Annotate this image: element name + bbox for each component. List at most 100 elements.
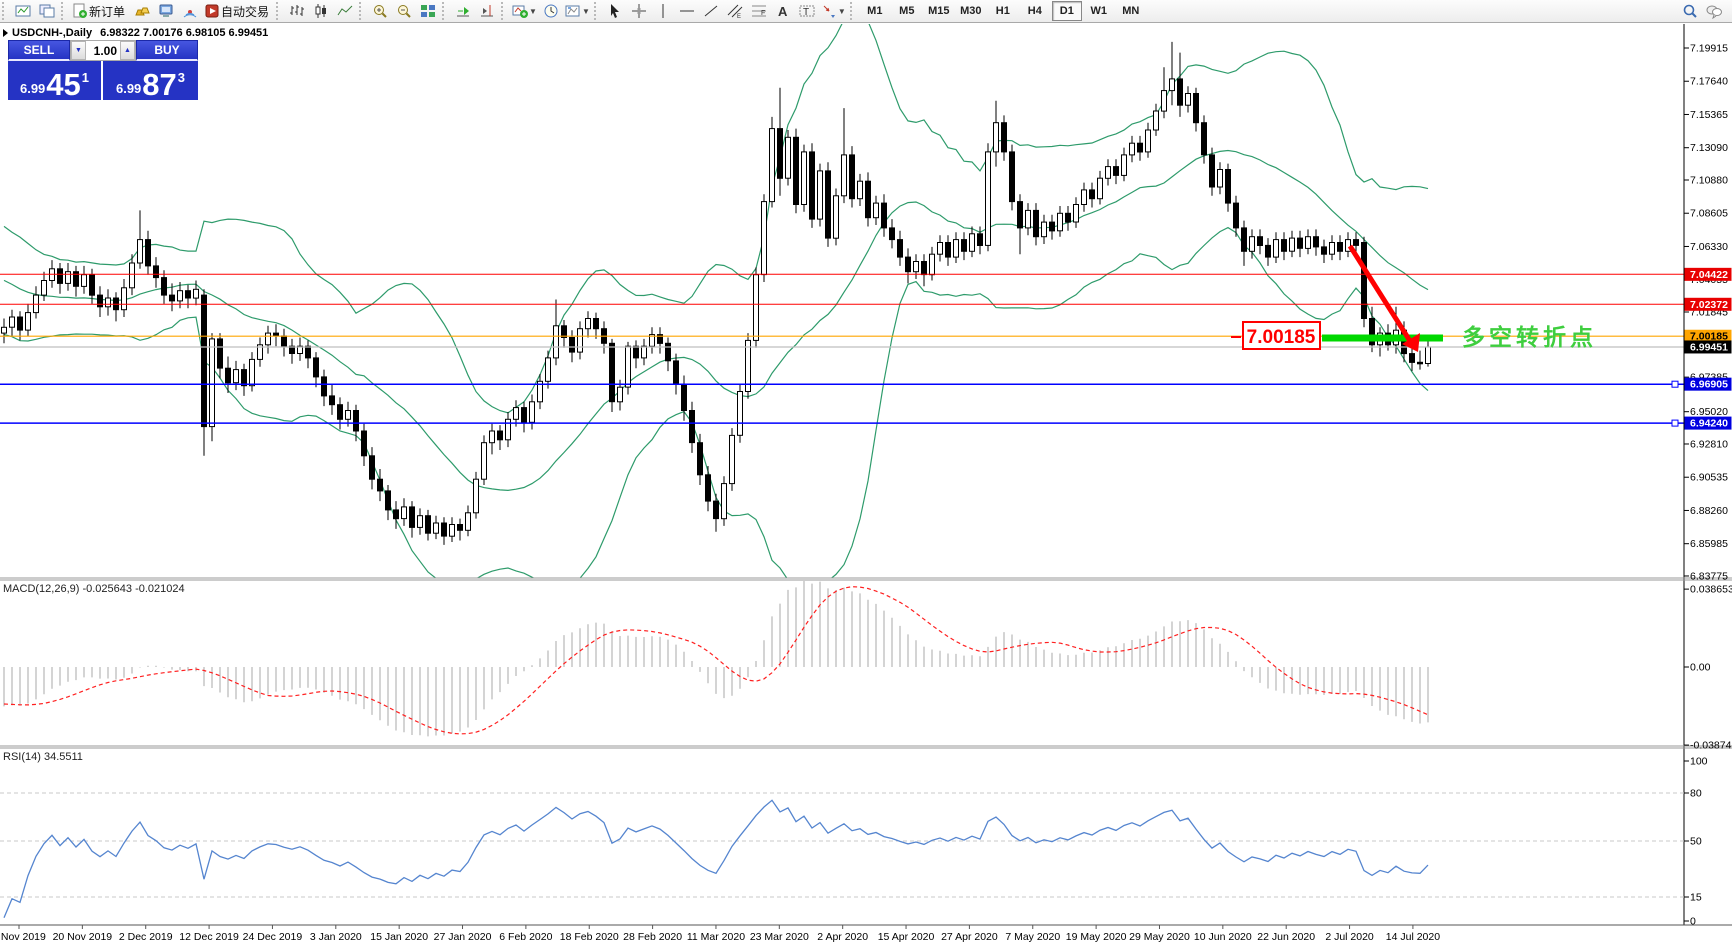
turning-point-note: 多空转折点	[1462, 324, 1597, 350]
periods-icon[interactable]	[539, 0, 563, 22]
candles-chart-icon[interactable]	[309, 0, 333, 22]
timeframe-h4-button[interactable]: H4	[1027, 5, 1042, 17]
trendline-icon[interactable]	[699, 0, 723, 22]
date-label: 19 May 2020	[1066, 931, 1127, 943]
date-label: 18 Feb 2020	[560, 931, 619, 943]
price-callout-box[interactable]	[1242, 321, 1321, 350]
zoom-out-icon[interactable]	[392, 0, 416, 22]
buy-button[interactable]: BUY	[136, 40, 198, 61]
signals-icon[interactable]	[178, 0, 202, 22]
analyst-annotations: 7.00185 多空转折点	[1231, 244, 1597, 352]
hline-handle[interactable]	[1671, 380, 1679, 388]
timeframe-m15-button[interactable]: M15	[928, 5, 950, 17]
date-label: 15 Apr 2020	[878, 931, 935, 943]
macd-tick: 0.00	[1690, 662, 1711, 674]
date-label: 28 Feb 2020	[623, 931, 682, 943]
price-tick: 7.08605	[1690, 208, 1728, 220]
price-tick: 6.90535	[1690, 472, 1728, 484]
chat-icon[interactable]	[1702, 0, 1726, 22]
date-label: 6 Feb 2020	[499, 931, 552, 943]
rsi-pane	[0, 792, 1684, 919]
down-arrow-drawing[interactable]	[1347, 244, 1420, 352]
price-tick: 6.83775	[1690, 570, 1728, 582]
timeframe-mn-button[interactable]: MN	[1122, 5, 1140, 17]
tile-windows-icon[interactable]	[416, 0, 440, 22]
text-icon[interactable]: A	[771, 0, 795, 22]
zoom-in-icon[interactable]	[368, 0, 392, 22]
templates-icon[interactable]: ▼	[563, 0, 592, 22]
price-axis[interactable]: 7.19915 7.17640 7.15365 7.13090 7.10880 7.086…	[1684, 43, 1732, 928]
gold-bars-icon[interactable]	[130, 0, 154, 22]
date-label: 29 May 2020	[1129, 931, 1190, 943]
chart-canvas[interactable]: 7.19915 7.17640 7.15365 7.13090 7.10880 7.086…	[0, 24, 1732, 946]
hline-6.9424[interactable]	[0, 419, 1684, 427]
buy-price-pips: 87	[142, 66, 177, 102]
toolbar-separator	[849, 2, 857, 20]
autotrading-icon[interactable]: 自动交易	[202, 0, 274, 22]
timeframe-d1-button[interactable]: D1	[1051, 1, 1082, 21]
sell-button[interactable]: SELL	[8, 40, 70, 61]
sell-price-display[interactable]: 6.99 45 1	[8, 61, 101, 100]
date-label: 10 Jun 2020	[1194, 931, 1252, 943]
price-tick: 7.13090	[1690, 142, 1728, 154]
timeframe-m5-button[interactable]: M5	[899, 5, 915, 17]
indicators-icon[interactable]: ▼	[510, 0, 539, 22]
arrows-tool-icon[interactable]: ▼	[819, 0, 848, 22]
date-label: 2 Dec 2019	[119, 931, 173, 943]
rsi-tick: 100	[1690, 756, 1708, 768]
macd-tick: -0.038745	[1690, 740, 1732, 752]
new-chart-icon[interactable]	[11, 0, 35, 22]
bb-lower	[3, 226, 1429, 578]
vertical-line-icon[interactable]	[651, 0, 675, 22]
bars-chart-icon[interactable]	[285, 0, 309, 22]
volume-increase-button[interactable]: ▲	[120, 41, 135, 60]
sell-price-handle: 6.99	[19, 81, 46, 96]
fibonacci-icon[interactable]: F	[747, 0, 771, 22]
terminal-icon[interactable]	[154, 0, 178, 22]
macd-tick: 0.038653	[1690, 584, 1732, 596]
timeframe-m1-button[interactable]: M1	[867, 5, 883, 17]
price-badge-text: 7.00185	[1690, 331, 1728, 343]
price-badge-text: 7.04422	[1690, 269, 1728, 281]
text-label-icon[interactable]: T	[795, 0, 819, 22]
hline-handle[interactable]	[1671, 419, 1679, 427]
price-badge	[1684, 297, 1732, 311]
horizontal-line-icon[interactable]	[675, 0, 699, 22]
price-badge-text: 6.96905	[1690, 379, 1728, 391]
auto-scroll-icon[interactable]	[451, 0, 475, 22]
toolbar: 新订单 自动交易 ▼ ▼ E F A T ▼ M1 M5 M15 M30 H1 H4 D1 W1 MN	[0, 0, 1732, 23]
search-icon[interactable]	[1678, 0, 1702, 22]
toolbar-separator	[276, 2, 283, 20]
date-label: 15 Jan 2020	[370, 931, 428, 943]
buy-price-display[interactable]: 6.99 87 3	[103, 61, 198, 100]
rsi-tick: 15	[1690, 892, 1702, 904]
chart-profiles-icon[interactable]	[35, 0, 59, 22]
toolbar-separator	[593, 2, 601, 20]
chart-shift-icon[interactable]	[475, 0, 499, 22]
timeframe-m30-button[interactable]: M30	[960, 5, 982, 17]
svg-text:F: F	[761, 10, 765, 17]
horizontal-line-objects[interactable]	[0, 273, 1684, 427]
date-label: 11 Mar 2020	[687, 931, 745, 943]
one-click-collapse-icon[interactable]	[3, 29, 8, 37]
bb-middle	[3, 149, 1429, 492]
sell-price-pips: 45	[46, 66, 81, 102]
cursor-icon[interactable]	[603, 0, 627, 22]
crosshair-icon[interactable]	[627, 0, 651, 22]
toolbar-separator	[442, 2, 449, 20]
toolbar-separator	[501, 2, 508, 20]
timeframe-w1-button[interactable]: W1	[1090, 5, 1108, 17]
line-chart-icon[interactable]	[333, 0, 357, 22]
equidistant-channel-icon[interactable]: E	[723, 0, 747, 22]
hline-6.96905[interactable]	[0, 380, 1684, 388]
volume-decrease-button[interactable]: ▼	[71, 41, 86, 60]
date-axis[interactable]: 8 Nov 2019 20 Nov 2019 2 Dec 2019 12 Dec 20…	[0, 925, 1440, 943]
date-label: 7 May 2020	[1005, 931, 1060, 943]
price-tick: 6.88260	[1690, 505, 1728, 517]
new-order-icon[interactable]: 新订单	[70, 0, 130, 22]
date-label: 24 Dec 2019	[243, 931, 303, 943]
timeframe-h1-button[interactable]: H1	[995, 5, 1010, 17]
volume-input[interactable]: 1.00	[86, 41, 120, 60]
macd-pane	[3, 581, 1429, 737]
